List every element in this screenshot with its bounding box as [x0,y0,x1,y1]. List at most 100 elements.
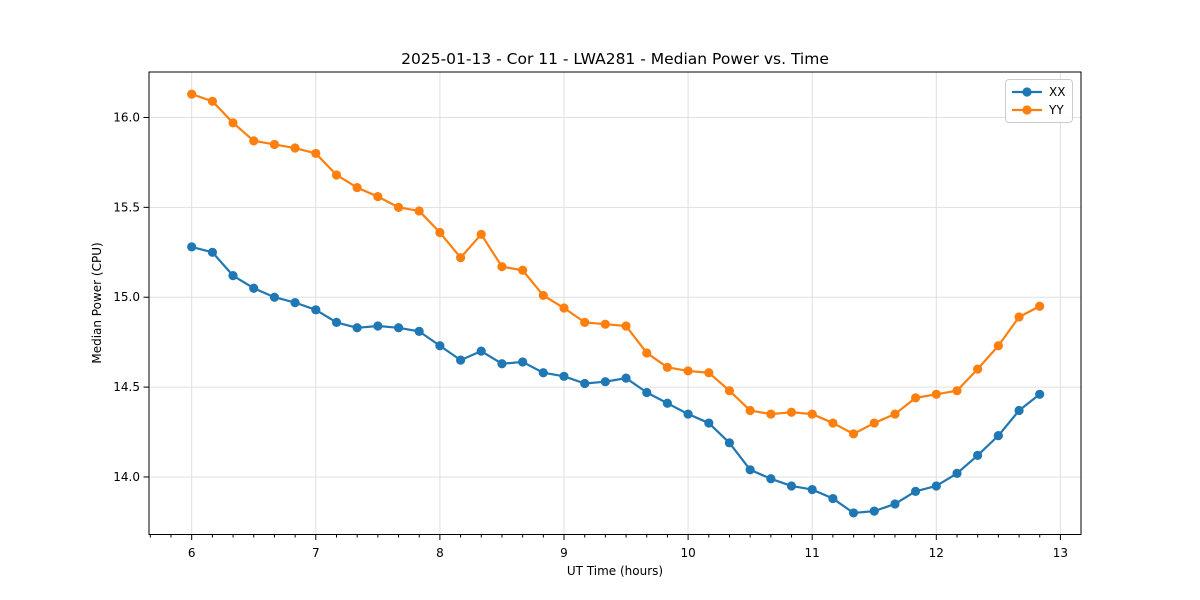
series-YY-point [393,202,404,212]
y-tick-label: 14.0 [113,470,140,484]
series-XX-point [807,484,817,495]
series-XX-point [435,341,445,351]
series-XX-point [290,298,300,308]
series-XX-point [538,368,548,378]
series-YY-point [414,206,424,216]
series-XX-point [1035,389,1045,399]
series-YY-point [1014,312,1024,322]
series-YY-point [249,136,259,146]
series-YY-point [331,170,342,180]
series-XX-point [497,359,507,369]
series-YY-point [828,418,838,428]
series-YY-point [973,364,983,374]
series-XX-line [190,245,1041,515]
series-XX-point [249,283,259,293]
legend-entry-xx: XX [1012,83,1066,101]
series-YY-point [456,253,466,263]
series-YY-line [190,93,1041,435]
series-YY-point [766,409,776,419]
series-YY-point [724,386,735,396]
series-XX-point [580,378,590,389]
series-YY-point [662,362,672,372]
series-XX-point [931,481,941,491]
series-YY-point [311,148,321,159]
x-tick-label: 8 [436,546,444,560]
series-YY-point [269,139,280,150]
legend-label-yy: YY [1049,103,1064,117]
series-YY-point [869,418,879,428]
series-XX-point [456,355,466,365]
x-tick-label: 7 [312,546,320,560]
series-XX-point [207,247,218,257]
series-YY-point [621,321,631,331]
series-XX-point [786,481,797,491]
series-XX-point [683,409,693,419]
x-tick-label: 12 [929,546,944,560]
series-XX-point [414,326,424,336]
x-tick-label: 9 [560,546,568,560]
legend: XX YY [1005,79,1073,123]
series-YY-point [207,96,218,106]
series-XX-point [352,323,362,333]
series-XX-point [187,242,197,252]
series-XX-point [993,431,1003,441]
series-XX-point [745,465,755,475]
series-XX-point [869,506,879,516]
series-XX-point [373,321,383,331]
y-axis-label: Median Power (CPU) [90,242,104,364]
x-tick-label: 11 [805,546,820,560]
xx-line-marker-icon [1012,87,1042,97]
y-tick-label: 15.0 [113,290,140,304]
series-YY-point [931,389,941,399]
series-XX-point [766,474,776,484]
series-YY-point [187,89,197,99]
series-XX-point [848,508,859,518]
y-tick-label: 16.0 [113,110,140,124]
x-axis-label: UT Time (hours) [566,564,664,578]
axes-box [148,71,1082,535]
series-YY-point [642,348,652,358]
series-YY-point [373,191,383,202]
series-XX-point [331,317,342,327]
series-YY-point [848,429,859,439]
series-XX-point [642,387,652,398]
series-XX-point [910,486,921,496]
series-XX-point [393,323,404,333]
legend-entry-yy: YY [1012,101,1066,119]
series-XX-point [269,292,280,302]
series-XX-point [600,377,610,387]
series-YY-point [518,265,528,275]
series-YY-point [786,407,797,417]
series-XX-point [621,373,631,383]
series-YY-point [559,303,569,313]
x-tick-label: 13 [1053,546,1068,560]
y-tick-label: 15.5 [113,200,140,214]
series-XX-point [311,305,321,315]
series-XX-point [518,357,528,367]
series-XX-point [724,438,735,448]
chart-title: 2025-01-13 - Cor 11 - LWA281 - Median Po… [401,50,829,68]
x-tick-label: 10 [680,546,695,560]
series-YY-point [745,405,755,416]
series-XX-point [890,499,900,509]
series-YY-point [952,386,962,396]
series-XX-point [1014,405,1024,416]
series-YY-point [683,366,693,376]
yy-line-marker-icon [1012,105,1042,115]
series-YY-point [993,341,1003,351]
series-YY-point [538,290,548,301]
legend-label-xx: XX [1049,85,1066,99]
series-XX-point [662,398,672,408]
series-XX-point [828,493,838,504]
series-YY-point [580,317,590,327]
y-tick-label: 14.5 [113,380,140,394]
series-YY-point [352,182,362,193]
series-XX-point [228,271,238,281]
series-XX-point [704,418,714,428]
series-XX-point [476,346,486,356]
series-YY-point [1035,301,1045,311]
series-XX-point [559,371,569,381]
series-XX-point [973,450,983,461]
